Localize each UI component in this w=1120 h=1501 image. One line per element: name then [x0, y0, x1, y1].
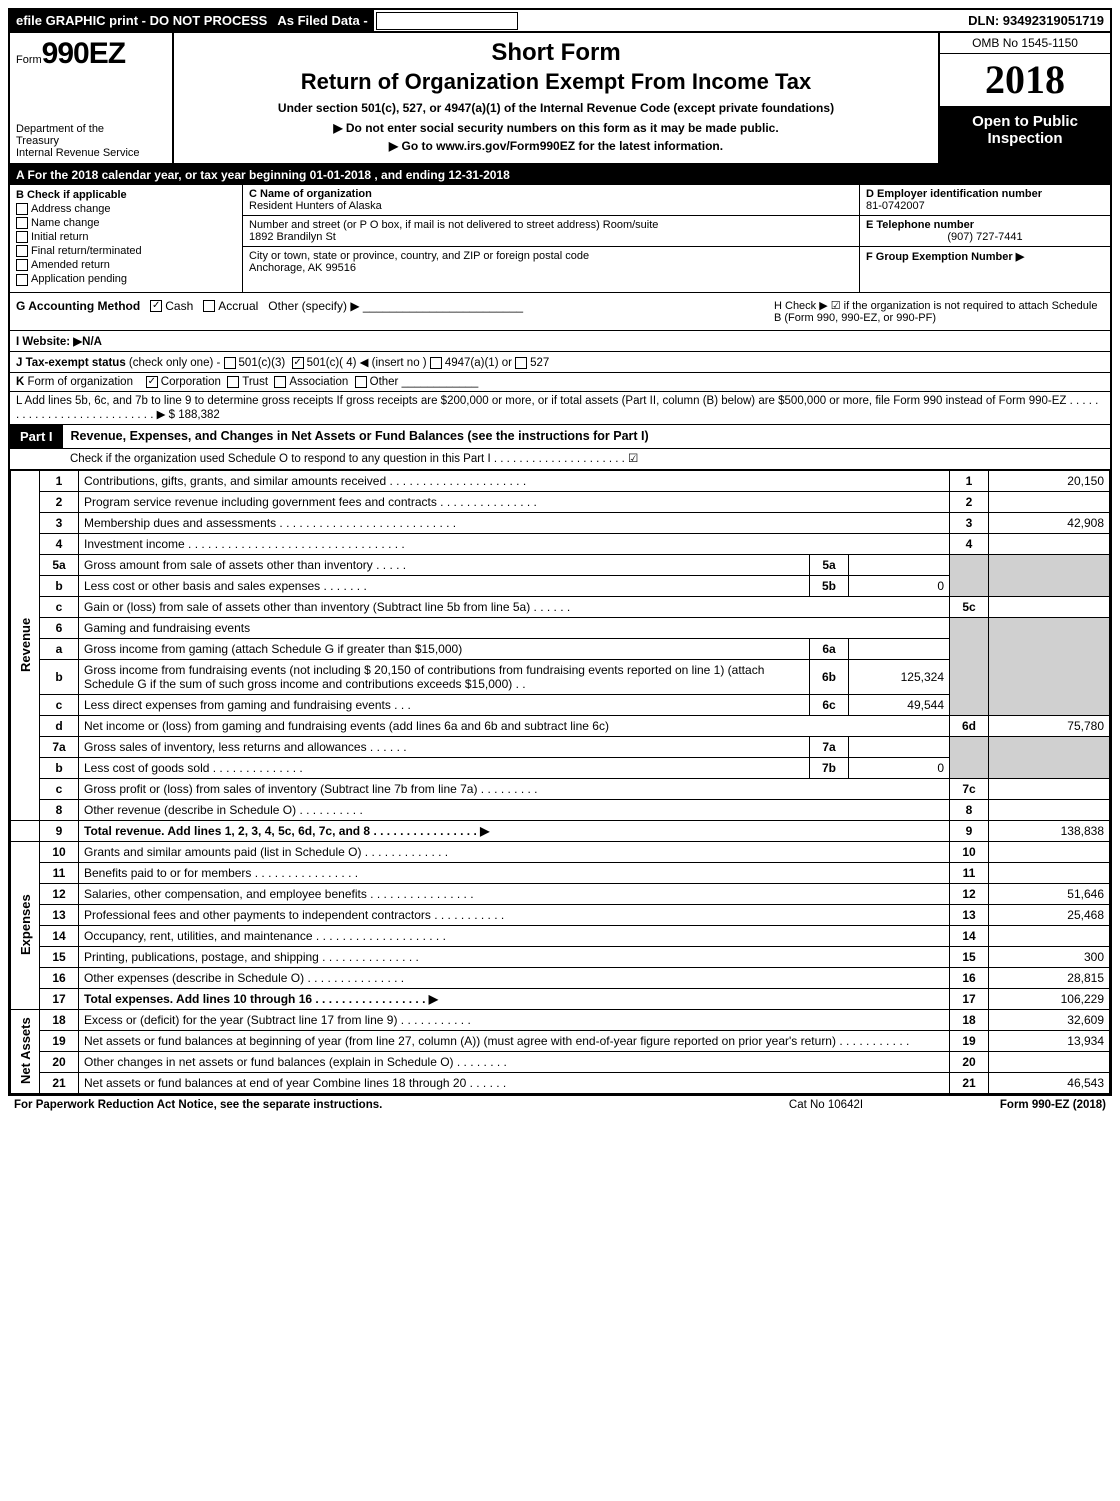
form-goto: ▶ Go to www.irs.gov/Form990EZ for the la… [184, 139, 928, 153]
header: Form990EZ Department of the Treasury Int… [10, 33, 1110, 165]
row-g: G Accounting Method ✓Cash Accrual Other … [16, 299, 774, 324]
row-g-h: G Accounting Method ✓Cash Accrual Other … [10, 293, 1110, 331]
as-filed-label: As Filed Data - [271, 10, 373, 31]
form-warn: ▶ Do not enter social security numbers o… [184, 121, 928, 135]
form-no-big: 990EZ [42, 37, 125, 70]
f-label: F Group Exemption Number ▶ [866, 251, 1024, 263]
ck-address[interactable]: Address change [16, 203, 236, 215]
form-prefix: Form [16, 54, 42, 66]
c-city-label: City or town, state or province, country… [249, 250, 589, 262]
dept: Department of the Treasury Internal Reve… [16, 123, 166, 159]
top-bar: efile GRAPHIC print - DO NOT PROCESS As … [10, 10, 1110, 33]
c-addr: Number and street (or P O box, if mail i… [243, 216, 859, 247]
c-addr-label: Number and street (or P O box, if mail i… [249, 219, 658, 231]
as-filed-box [376, 12, 518, 30]
efile-label: efile GRAPHIC print - DO NOT PROCESS [10, 10, 273, 31]
footer: For Paperwork Reduction Act Notice, see … [8, 1096, 1112, 1114]
ck-amended[interactable]: Amended return [16, 259, 236, 271]
col-def: D Employer identification number 81-0742… [860, 185, 1110, 292]
row-j: J Tax-exempt status J Tax-exempt status … [10, 352, 1110, 373]
row-l: L Add lines 5b, 6c, and 7b to line 9 to … [10, 392, 1110, 425]
form-990ez: efile GRAPHIC print - DO NOT PROCESS As … [8, 8, 1112, 1096]
form-number: Form990EZ [16, 37, 166, 71]
vtab-revenue: Revenue [11, 470, 40, 820]
ck-final[interactable]: Final return/terminated [16, 245, 236, 257]
e-phone: E Telephone number (907) 727-7441 [860, 216, 1110, 247]
form-title: Return of Organization Exempt From Incom… [184, 69, 928, 95]
vtab-expenses: Expenses [11, 841, 40, 1009]
footer-mid: Cat No 10642I [726, 1099, 926, 1111]
part1-header: Part I Revenue, Expenses, and Changes in… [10, 425, 1110, 449]
col-b: B Check if applicable Address change Nam… [10, 185, 243, 292]
org-name: Resident Hunters of Alaska [249, 200, 382, 212]
col-b-hdr: B Check if applicable [16, 189, 236, 201]
form-sub: Under section 501(c), 527, or 4947(a)(1)… [184, 101, 928, 115]
ck-cash[interactable]: ✓ [150, 300, 162, 312]
c-name: C Name of organization Resident Hunters … [243, 185, 859, 216]
row-h: H Check ▶ ☑ if the organization is not r… [774, 299, 1104, 324]
open-public: Open to Public Inspection [940, 107, 1110, 163]
lines-table: Revenue 1 Contributions, gifts, grants, … [10, 470, 1110, 1094]
ck-name[interactable]: Name change [16, 217, 236, 229]
g-other: Other (specify) ▶ [268, 299, 359, 313]
d-label: D Employer identification number [866, 188, 1042, 200]
ck-accrual[interactable] [203, 300, 215, 312]
row-k: K Form of organization ✓Corporation Trus… [10, 373, 1110, 392]
section-bcdef: B Check if applicable Address change Nam… [10, 185, 1110, 293]
row-a: A For the 2018 calendar year, or tax yea… [10, 165, 1110, 185]
dept-2: Treasury [16, 135, 166, 147]
short-form: Short Form [184, 39, 928, 67]
c-city: City or town, state or province, country… [243, 247, 859, 277]
d-ein: D Employer identification number 81-0742… [860, 185, 1110, 216]
footer-left: For Paperwork Reduction Act Notice, see … [14, 1099, 726, 1111]
header-mid: Short Form Return of Organization Exempt… [174, 33, 938, 163]
ein: 81-0742007 [866, 200, 925, 212]
dept-1: Department of the [16, 123, 166, 135]
col-c: C Name of organization Resident Hunters … [243, 185, 860, 292]
tax-year: 2018 [940, 54, 1110, 107]
dept-3: Internal Revenue Service [16, 147, 166, 159]
org-addr: 1892 Brandilyn St [249, 231, 336, 243]
ck-pending[interactable]: Application pending [16, 273, 236, 285]
row-i: I Website: ▶N/A [10, 331, 1110, 352]
org-city: Anchorage, AK 99516 [249, 262, 356, 274]
footer-right: Form 990-EZ (2018) [926, 1099, 1106, 1111]
omb: OMB No 1545-1150 [940, 33, 1110, 54]
ck-initial[interactable]: Initial return [16, 231, 236, 243]
header-right: OMB No 1545-1150 2018 Open to Public Ins… [938, 33, 1110, 163]
vtab-net: Net Assets [11, 1009, 40, 1093]
part1-title: Revenue, Expenses, and Changes in Net As… [63, 425, 1110, 447]
phone: (907) 727-7441 [866, 231, 1104, 243]
dln: DLN: 93492319051719 [962, 10, 1110, 31]
g-label: G Accounting Method [16, 299, 140, 313]
f-group: F Group Exemption Number ▶ [860, 247, 1110, 266]
header-left: Form990EZ Department of the Treasury Int… [10, 33, 174, 163]
e-label: E Telephone number [866, 219, 974, 231]
part1-sub: Check if the organization used Schedule … [10, 449, 1110, 470]
c-name-label: C Name of organization [249, 188, 372, 200]
part1-tab: Part I [10, 425, 63, 448]
